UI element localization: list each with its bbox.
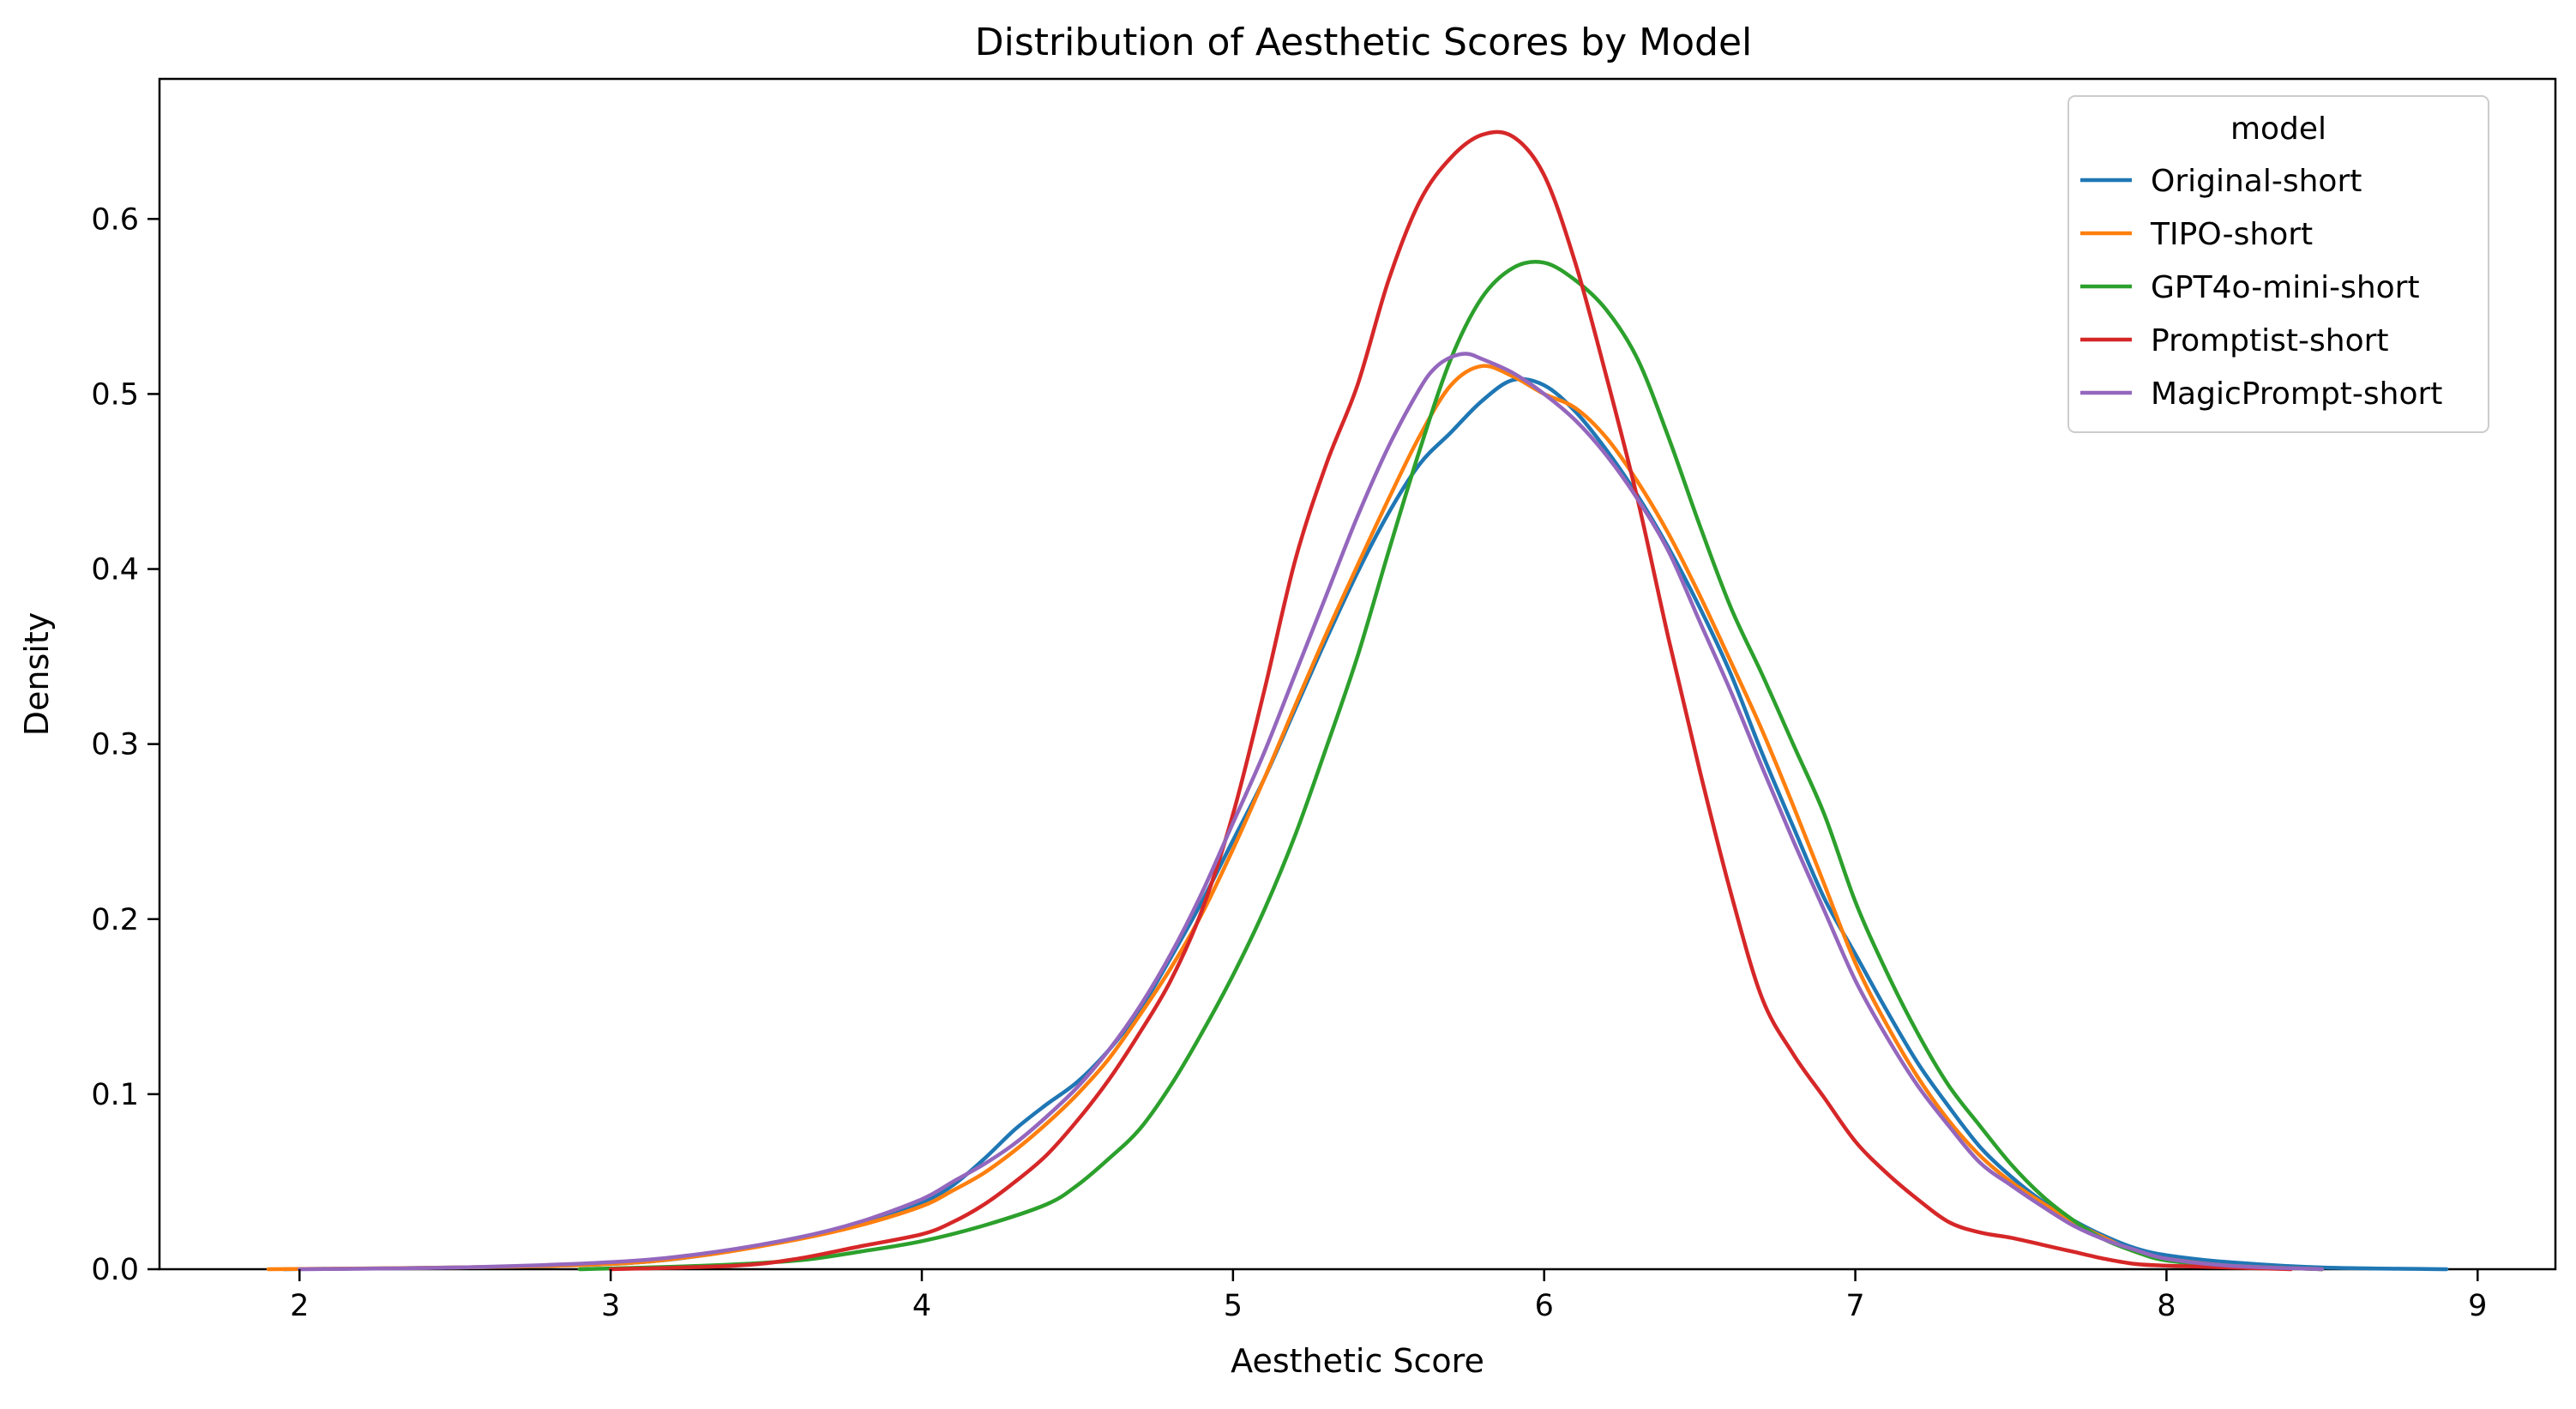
x-axis: 2 3 4 5 6 7 8 9 (290, 1269, 2487, 1323)
x-axis-label: Aesthetic Score (1231, 1342, 1484, 1380)
legend: model Original-short TIPO-short GPT4o-mini… (2067, 95, 2489, 433)
x-tick-label: 9 (2468, 1289, 2487, 1323)
x-tick-label: 8 (2157, 1289, 2176, 1323)
series-line-gpt4o-mini-short (577, 260, 2325, 1272)
plot-area (158, 77, 2557, 1272)
series-line-tipo-short (266, 364, 2325, 1272)
x-tick-label: 2 (290, 1289, 309, 1323)
y-tick-label: 0.5 (91, 377, 139, 412)
legend-label-magicprompt-short: MagicPrompt-short (2151, 376, 2442, 412)
y-tick-label: 0.1 (91, 1078, 139, 1112)
legend-entries: Original-short TIPO-short GPT4o-mini-short… (2080, 164, 2442, 412)
legend-label-gpt4o-mini-short: GPT4o-mini-short (2151, 270, 2420, 305)
y-axis: 0.0 0.1 0.2 0.3 0.4 0.5 0.6 (91, 202, 159, 1287)
y-axis-label: Density (18, 612, 56, 736)
x-tick-label: 4 (912, 1289, 931, 1323)
legend-label-tipo-short: TIPO-short (2150, 217, 2313, 252)
legend-frame (2067, 95, 2489, 433)
x-tick-label: 7 (1845, 1289, 1864, 1323)
x-tick-label: 5 (1224, 1289, 1243, 1323)
y-tick-label: 0.2 (91, 903, 139, 937)
legend-title: model (2230, 111, 2326, 147)
y-tick-label: 0.6 (91, 202, 139, 237)
legend-label-original-short: Original-short (2151, 164, 2362, 199)
series-line-original-short (281, 376, 2449, 1272)
legend-label-promptist-short: Promptist-short (2151, 323, 2389, 358)
y-tick-label: 0.3 (91, 728, 139, 762)
y-tick-label: 0.0 (91, 1253, 139, 1287)
plot-frame (158, 77, 2557, 1271)
series-line-promptist-short (608, 129, 2293, 1272)
series-line-magicprompt-short (298, 352, 2325, 1272)
y-tick-label: 0.4 (91, 553, 139, 587)
x-tick-label: 3 (601, 1289, 620, 1323)
series-group (266, 129, 2449, 1272)
chart-title: Distribution of Aesthetic Scores by Mode… (975, 21, 1752, 64)
x-tick-label: 6 (1535, 1289, 1554, 1323)
